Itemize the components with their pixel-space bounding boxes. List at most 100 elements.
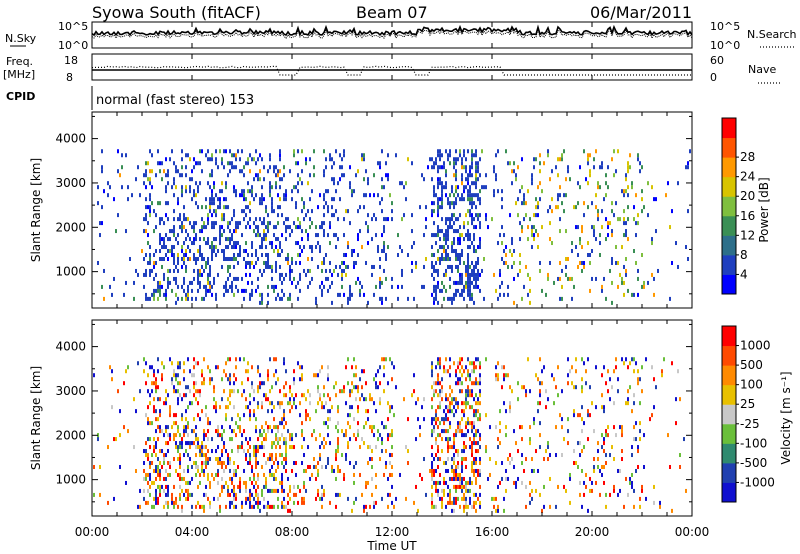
echo-cell [261, 237, 263, 242]
echo-cell [301, 181, 303, 186]
echo-cell [575, 461, 577, 466]
echo-cell [473, 381, 475, 386]
echo-cell [165, 185, 167, 190]
echo-cell [185, 296, 187, 301]
echo-cell [157, 385, 159, 390]
time-tick-label: 12:00 [375, 525, 410, 539]
echo-cell [447, 409, 449, 414]
echo-cell [353, 417, 355, 422]
echo-cell [235, 276, 237, 281]
echo-cell [267, 221, 269, 226]
echo-cell [277, 173, 279, 178]
echo-cell [511, 264, 513, 269]
echo-cell [467, 245, 469, 250]
echo-cell [117, 389, 119, 394]
echo-cell [411, 268, 413, 273]
echo-cell [221, 157, 223, 162]
echo-cell [273, 417, 275, 422]
echo-cell [327, 373, 329, 378]
echo-cell [531, 496, 533, 501]
echo-cell [449, 193, 451, 198]
echo-cell [323, 260, 325, 265]
echo-cell [263, 496, 265, 501]
echo-cell [243, 173, 245, 178]
echo-cell [303, 453, 305, 458]
echo-cell [263, 217, 265, 222]
echo-cell [153, 373, 155, 378]
echo-cell [501, 365, 503, 370]
colorbar-swatch [722, 345, 736, 366]
echo-cell [521, 225, 523, 230]
echo-cell [171, 288, 173, 293]
echo-cell [211, 253, 213, 258]
echo-cell [471, 425, 473, 430]
echo-cell [295, 393, 297, 398]
echo-cell [475, 476, 477, 481]
echo-cell [617, 149, 619, 154]
echo-cell [257, 369, 259, 374]
echo-cell [533, 225, 535, 230]
echo-cell [159, 397, 161, 402]
echo-cell [385, 357, 387, 362]
echo-cell [527, 357, 529, 362]
echo-cell [537, 213, 539, 218]
echo-cell [219, 492, 221, 497]
echo-cell [205, 413, 207, 418]
echo-cell [439, 165, 441, 170]
echo-cell [675, 397, 677, 402]
echo-cell [107, 445, 109, 450]
echo-cell [381, 437, 383, 442]
echo-cell [295, 461, 297, 466]
echo-cell [307, 284, 309, 289]
echo-cell [431, 461, 433, 466]
echo-cell [269, 157, 271, 162]
echo-cell [267, 284, 269, 289]
echo-cell [225, 185, 227, 190]
echo-cell [499, 292, 501, 297]
echo-cell [361, 437, 363, 442]
echo-cell [463, 221, 465, 226]
echo-cell [473, 433, 475, 438]
echo-cell [169, 461, 171, 466]
echo-cell [289, 409, 291, 414]
echo-cell [345, 433, 347, 438]
echo-cell [359, 397, 361, 402]
echo-cell [611, 233, 613, 238]
echo-cell [145, 296, 147, 301]
echo-cell [175, 276, 177, 281]
echo-cell [591, 276, 593, 281]
echo-cell [551, 169, 553, 174]
echo-cell [211, 157, 213, 162]
echo-cell [235, 284, 237, 289]
echo-cell [447, 225, 449, 230]
echo-cell [185, 385, 187, 390]
echo-cell [341, 389, 343, 394]
echo-cell [323, 169, 325, 174]
range-tick-label: 4000 [55, 340, 86, 354]
echo-cell [587, 157, 589, 162]
echo-cell [443, 284, 445, 289]
echo-cell [145, 413, 147, 418]
echo-cell [471, 389, 473, 394]
echo-cell [335, 393, 337, 398]
echo-cell [345, 365, 347, 370]
echo-cell [495, 153, 497, 158]
echo-cell [143, 181, 145, 186]
echo-cell [617, 468, 619, 473]
echo-cell [583, 492, 585, 497]
echo-cell [267, 369, 269, 374]
echo-cell [217, 425, 219, 430]
echo-cell [471, 205, 473, 210]
echo-cell [445, 480, 447, 485]
echo-cell [261, 272, 263, 277]
echo-cell [433, 161, 435, 166]
echo-cell [601, 393, 603, 398]
echo-cell [163, 256, 165, 261]
echo-cell [365, 421, 367, 426]
echo-cell [217, 433, 219, 438]
echo-cell [281, 177, 283, 182]
echo-cell [581, 260, 583, 265]
echo-cell [357, 237, 359, 242]
echo-cell [435, 409, 437, 414]
echo-cell [281, 500, 283, 505]
